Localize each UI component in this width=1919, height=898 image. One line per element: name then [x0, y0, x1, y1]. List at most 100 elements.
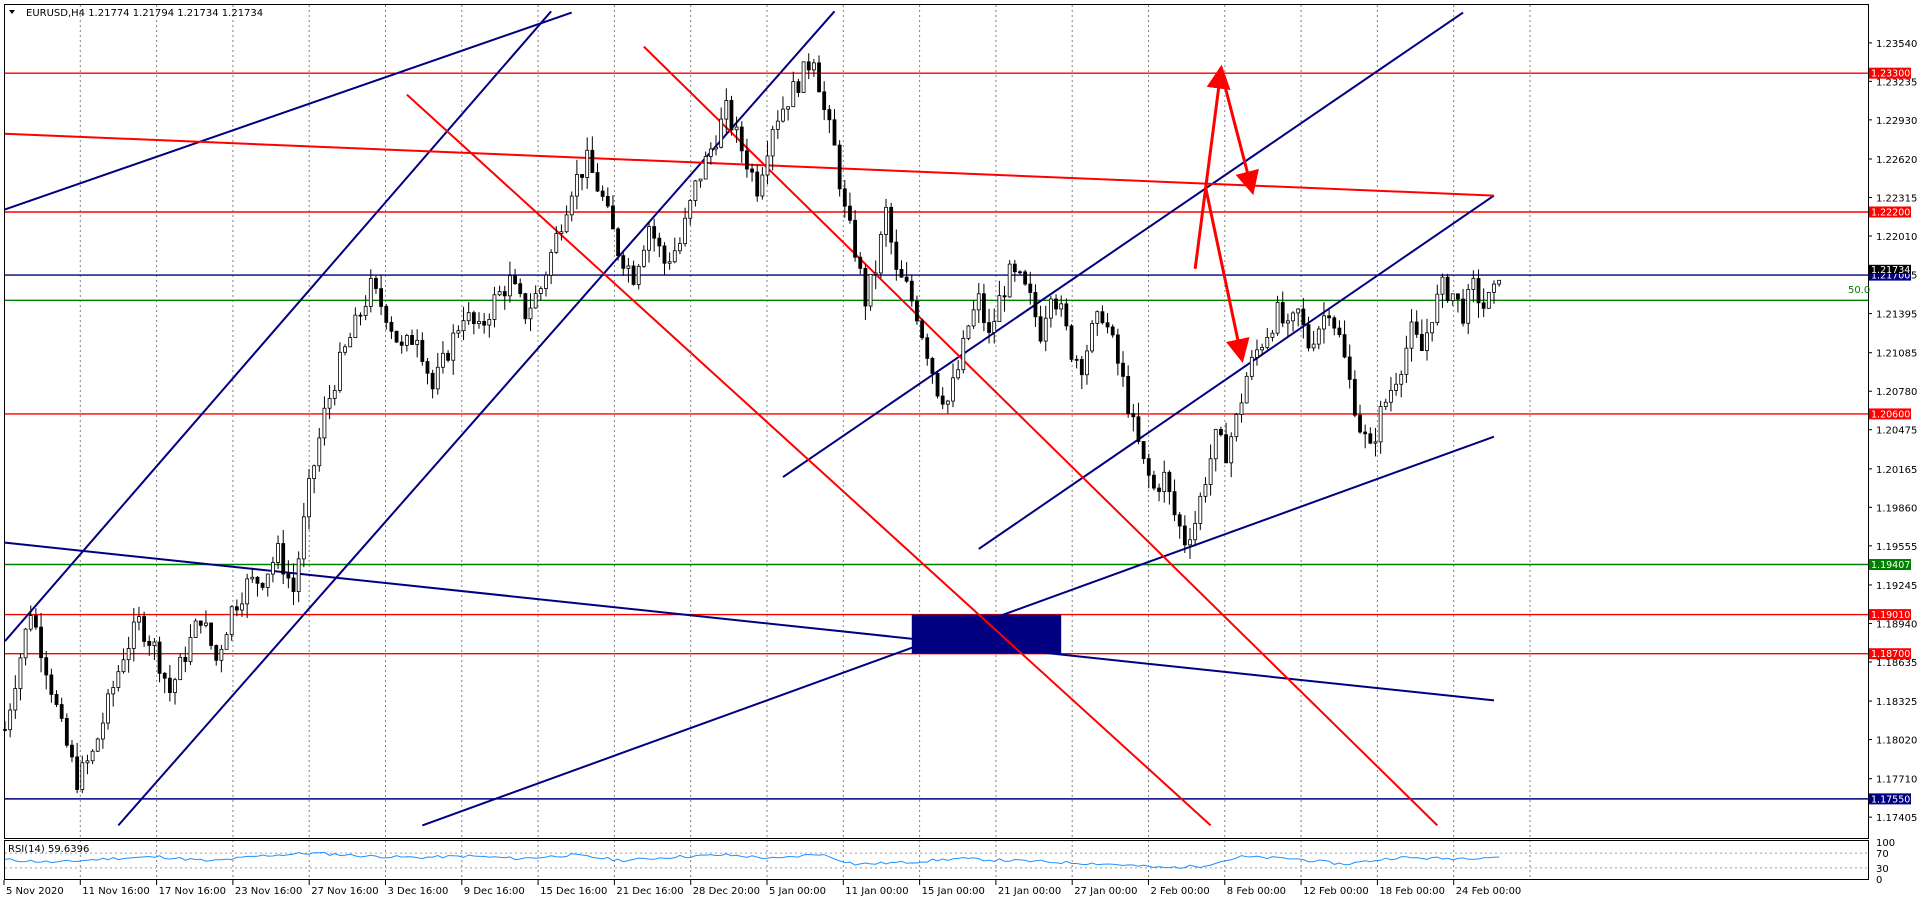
candle-body	[1373, 441, 1378, 444]
candle-body	[1337, 327, 1342, 336]
candle-body	[1332, 317, 1337, 329]
candle-body	[523, 293, 528, 320]
trend-line[interactable]	[643, 45, 1439, 827]
candle-body	[1079, 359, 1084, 376]
candle-body	[1239, 402, 1244, 415]
candle-body	[611, 205, 615, 230]
candle-body	[1069, 325, 1074, 360]
candle-body	[765, 155, 770, 176]
candle-body	[1182, 525, 1187, 546]
price-axis[interactable]: 1.23540 1.23235 1.22930 1.22620 1.22315 1.220…	[1868, 39, 1917, 824]
candle-body	[502, 291, 507, 297]
candle-body	[693, 180, 698, 201]
symbol-dropdown-icon[interactable]	[9, 10, 15, 14]
time-axis[interactable]: 5 Nov 2020 11 Nov 16:00 17 Nov 16:00 23 Nov…	[3, 880, 1521, 897]
trend-line[interactable]	[5, 541, 1495, 702]
candle-body	[791, 81, 796, 108]
candle-body	[641, 249, 646, 267]
candle-body	[549, 252, 554, 276]
candle-body	[137, 616, 141, 623]
trend-line[interactable]	[421, 435, 1495, 827]
y-tick-label: 1.22930	[1876, 116, 1917, 127]
candle-body	[420, 339, 425, 362]
price-tag-label: 1.19407	[1871, 560, 1910, 571]
candle-body	[894, 241, 899, 270]
x-tick-label: 21 Jan 00:00	[998, 886, 1061, 897]
y-tick-label: 1.20165	[1876, 465, 1917, 476]
candle-body	[13, 688, 18, 711]
candle-body	[219, 648, 224, 661]
candle-body	[343, 346, 347, 353]
trend-line[interactable]	[5, 11, 573, 211]
trend-line[interactable]	[782, 11, 1464, 478]
candle-body	[729, 100, 734, 131]
candle-body	[672, 250, 677, 263]
candle-body	[1198, 495, 1203, 524]
candle-body	[1012, 263, 1017, 273]
candle-body	[234, 606, 239, 611]
candle-body	[621, 255, 626, 269]
candle-body	[1007, 263, 1012, 298]
candle-body	[1456, 293, 1460, 300]
price-tag-label: 1.19010	[1871, 610, 1910, 621]
candle-body	[18, 657, 23, 689]
candle-body	[296, 558, 301, 592]
candle-body	[327, 397, 332, 409]
candle-body	[1115, 334, 1120, 364]
candle-body	[28, 615, 33, 630]
candle-body	[786, 106, 791, 110]
candle-body	[271, 562, 275, 575]
projection-arrow[interactable]	[1219, 70, 1259, 196]
candle-body	[1404, 347, 1409, 375]
candle-body	[198, 620, 203, 626]
x-tick-label: 28 Dec 20:00	[693, 886, 760, 897]
candle-body	[59, 704, 64, 719]
candle-body	[925, 337, 930, 359]
candle-body	[183, 656, 188, 662]
y-tick-label: 1.22010	[1876, 232, 1917, 243]
candle-body	[1193, 522, 1198, 541]
candle-body	[49, 674, 54, 695]
candle-body	[322, 407, 327, 439]
candle-body	[379, 288, 384, 307]
trend-line[interactable]	[5, 10, 552, 642]
y-tick-label: 1.19245	[1876, 581, 1917, 592]
current-price-label: 1.21734	[1871, 265, 1910, 276]
candle-body	[1224, 434, 1228, 464]
x-tick-label: 12 Feb 00:00	[1303, 886, 1369, 897]
candle-body	[1275, 302, 1280, 334]
candle-body	[683, 217, 687, 245]
price-tag-label: 1.17550	[1871, 794, 1910, 805]
candle-body	[745, 150, 749, 170]
candle-body	[332, 390, 337, 399]
y-tick-label: 1.23235	[1876, 77, 1917, 88]
projection-arrows[interactable]	[1193, 64, 1259, 364]
candle-body	[662, 245, 667, 264]
candle-body	[1296, 308, 1301, 314]
rsi-scale-label: 100	[1876, 838, 1895, 849]
projection-arrow[interactable]	[1193, 64, 1231, 269]
candle-body	[554, 233, 559, 253]
trend-line[interactable]	[978, 194, 1495, 550]
price-tag	[1869, 558, 1911, 570]
candle-body	[1002, 295, 1007, 298]
trend-line[interactable]	[406, 93, 1212, 827]
candle-body	[497, 291, 502, 296]
candle-body	[1054, 298, 1058, 310]
candle-body	[301, 516, 306, 560]
candlesticks	[3, 53, 1502, 794]
candle-body	[775, 120, 780, 130]
candle-body	[1131, 413, 1136, 418]
candle-body	[915, 300, 919, 322]
x-tick-label: 21 Dec 16:00	[616, 886, 683, 897]
projection-arrow[interactable]	[1203, 186, 1250, 364]
x-tick-label: 8 Feb 00:00	[1227, 886, 1286, 897]
candle-body	[384, 306, 389, 323]
candle-body	[827, 109, 832, 121]
candle-body	[951, 377, 955, 402]
candle-body	[631, 265, 636, 285]
candle-body	[260, 582, 265, 588]
candle-body	[1208, 458, 1213, 485]
candle-body	[394, 330, 399, 343]
